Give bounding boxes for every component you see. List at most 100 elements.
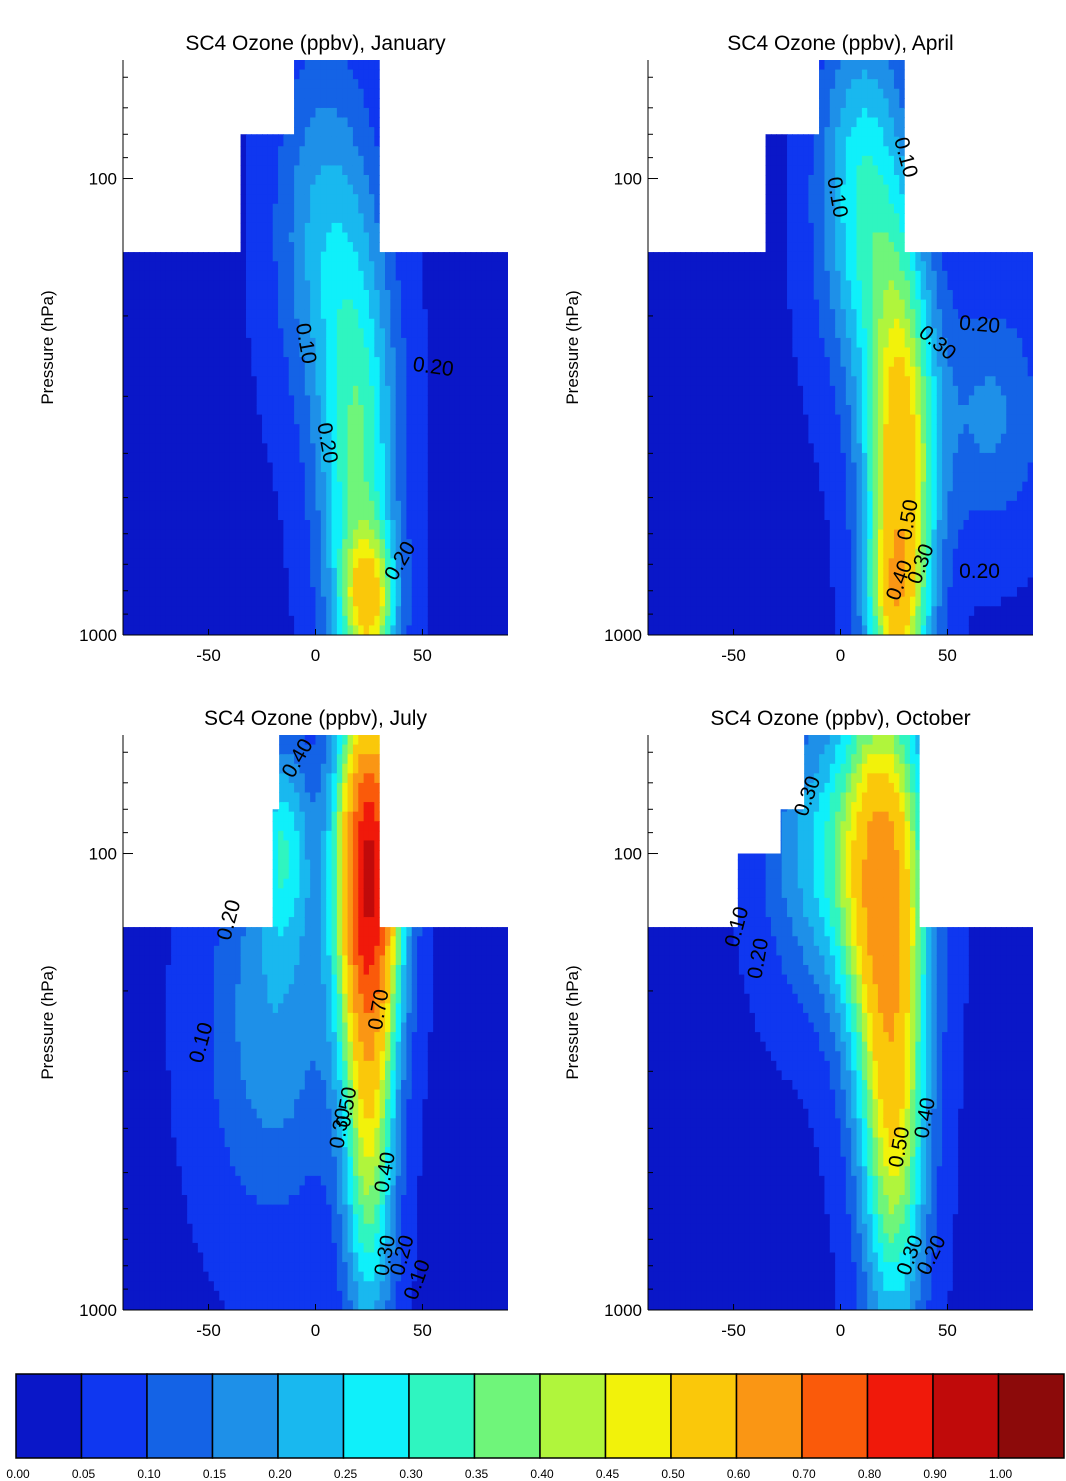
field-cell	[208, 558, 215, 569]
field-cell	[696, 558, 703, 569]
field-cell	[497, 155, 504, 167]
field-cell	[213, 462, 220, 473]
field-cell	[213, 127, 220, 138]
field-cell	[674, 280, 681, 291]
field-cell	[481, 88, 488, 99]
field-cell	[427, 510, 434, 521]
field-cell	[187, 606, 194, 617]
field-cell	[465, 261, 472, 272]
field-cell	[171, 577, 178, 588]
field-cell	[347, 462, 354, 473]
field-cell	[690, 146, 697, 157]
field-cell	[653, 79, 660, 90]
field-cell	[299, 251, 306, 262]
field-cell	[235, 385, 242, 397]
field-cell	[658, 405, 665, 416]
field-cell	[696, 462, 703, 473]
field-cell	[358, 290, 365, 301]
field-cell	[685, 462, 692, 473]
field-cell	[648, 69, 654, 80]
field-cell	[208, 347, 215, 358]
field-cell	[486, 280, 493, 291]
field-cell	[658, 136, 665, 147]
field-cell	[658, 127, 665, 138]
field-cell	[128, 443, 135, 454]
field-cell	[155, 539, 162, 550]
field-cell	[128, 529, 135, 540]
field-cell	[342, 194, 349, 205]
field-cell	[315, 462, 322, 473]
field-cell	[379, 395, 386, 406]
field-cell	[680, 500, 687, 512]
field-cell	[674, 347, 681, 358]
field-cell	[310, 452, 317, 464]
field-cell	[256, 175, 263, 186]
field-cell	[256, 117, 263, 128]
field-cell	[347, 452, 354, 464]
field-cell	[213, 136, 220, 147]
field-cell	[181, 529, 188, 540]
field-cell	[155, 414, 162, 425]
field-cell	[433, 452, 440, 464]
field-cell	[352, 357, 359, 368]
field-cell	[368, 520, 375, 531]
field-cell	[320, 194, 327, 205]
field-cell	[352, 366, 359, 377]
field-cell	[374, 625, 381, 635]
field-cell	[272, 318, 279, 329]
field-cell	[438, 520, 445, 531]
field-cell	[213, 270, 220, 282]
field-cell	[304, 481, 311, 492]
field-cell	[411, 529, 418, 540]
field-cell	[427, 577, 434, 588]
field-cell	[171, 472, 178, 483]
field-cell	[347, 175, 354, 186]
field-cell	[304, 299, 311, 310]
field-cell	[320, 548, 327, 559]
field-cell	[475, 155, 482, 167]
field-cell	[422, 366, 429, 377]
field-cell	[690, 328, 697, 339]
field-cell	[208, 405, 215, 416]
field-cell	[155, 251, 162, 262]
field-cell	[326, 261, 333, 272]
field-cell	[427, 606, 434, 617]
field-cell	[139, 127, 145, 138]
field-cell	[342, 587, 349, 598]
field-cell	[133, 337, 140, 349]
field-cell	[213, 385, 220, 397]
field-cell	[352, 175, 359, 186]
field-cell	[128, 165, 135, 176]
field-cell	[267, 529, 274, 540]
field-cell	[262, 366, 268, 377]
field-cell	[385, 222, 391, 234]
field-cell	[680, 452, 687, 464]
field-cell	[203, 577, 210, 588]
field-cell	[648, 596, 654, 607]
field-cell	[411, 462, 418, 473]
field-cell	[149, 270, 156, 282]
field-cell	[224, 366, 231, 377]
field-cell	[368, 184, 375, 195]
field-cell	[272, 155, 279, 167]
field-cell	[262, 424, 268, 435]
field-cell	[352, 510, 359, 521]
field-cell	[690, 290, 697, 301]
field-cell	[336, 558, 343, 569]
field-cell	[459, 184, 466, 195]
field-cell	[331, 558, 338, 569]
field-cell	[385, 596, 391, 607]
field-cell	[401, 280, 408, 291]
field-cell	[433, 558, 440, 569]
field-cell	[422, 127, 429, 138]
field-cell	[653, 261, 660, 272]
field-cell	[491, 625, 498, 635]
field-cell	[696, 366, 703, 377]
field-cell	[385, 615, 391, 627]
field-cell	[197, 347, 204, 358]
field-cell	[658, 117, 665, 128]
field-cell	[283, 510, 290, 521]
field-cell	[149, 376, 156, 387]
field-cell	[331, 385, 338, 397]
field-cell	[139, 462, 145, 473]
